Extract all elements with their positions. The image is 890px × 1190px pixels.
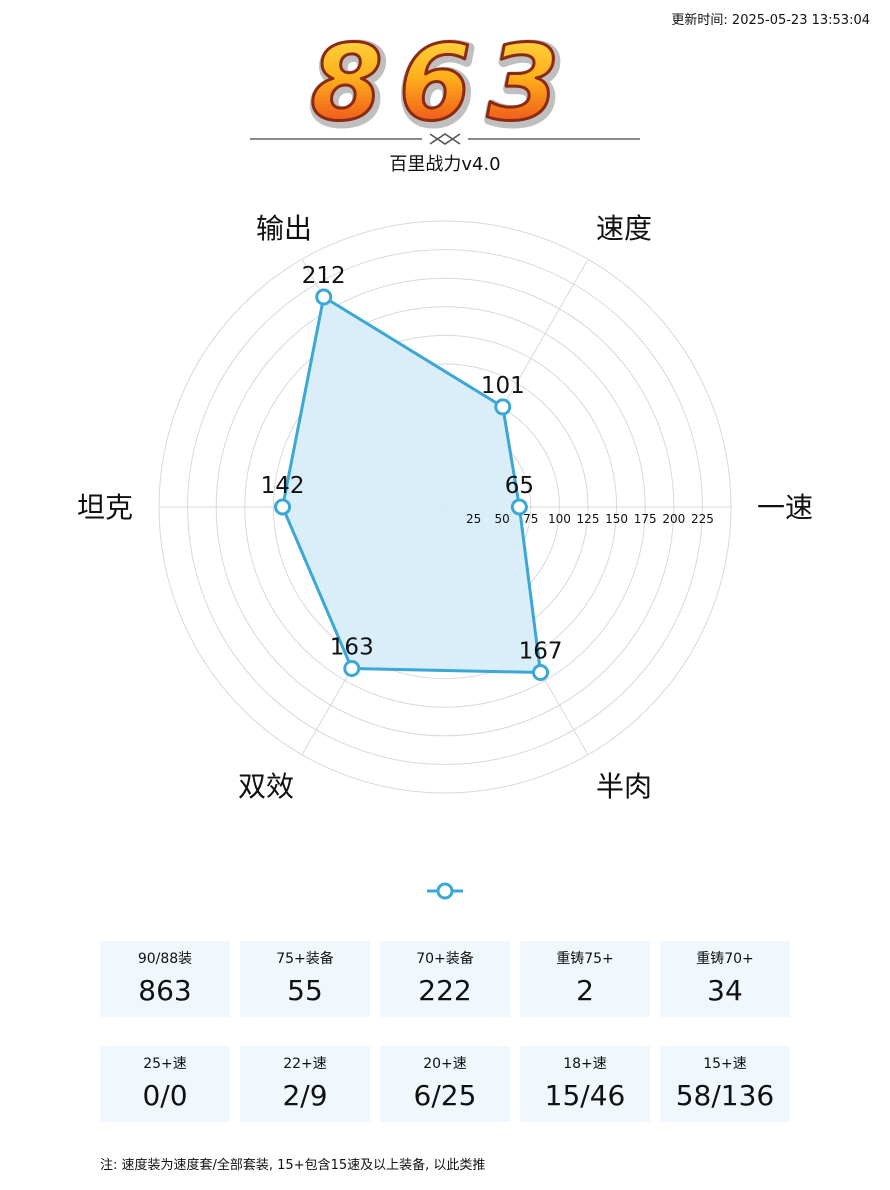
data-label: 65 <box>505 473 534 499</box>
axis-label: 输出 <box>256 212 312 245</box>
data-point <box>510 498 528 516</box>
stat-label: 重铸75+ <box>556 951 614 967</box>
page-subtitle: 百里战力v4.0 <box>389 154 501 175</box>
stat-label: 70+装备 <box>416 951 474 967</box>
stat-label: 90/88装 <box>137 951 193 967</box>
tick-label: 225 <box>691 512 714 526</box>
score-logo: 863 863 <box>0 22 890 137</box>
data-point <box>315 288 333 306</box>
stat-label: 20+速 <box>423 1056 467 1072</box>
stat-label: 18+速 <box>563 1056 607 1072</box>
stat-value: 222 <box>418 974 472 1007</box>
stats-row-speed: 25+速 0/0 22+速 2/9 20+速 6/25 18+速 15/46 1… <box>100 1046 790 1122</box>
stat-card: 90/88装 863 <box>100 941 230 1017</box>
data-label: 212 <box>302 263 346 289</box>
stat-card: 重铸70+ 34 <box>660 941 790 1017</box>
stat-value: 2/9 <box>282 1079 328 1112</box>
tick-label: 100 <box>548 512 571 526</box>
legend-marker <box>425 878 465 904</box>
update-time: 更新时间: 2025-05-23 13:53:04 <box>671 13 870 28</box>
stat-value: 863 <box>138 974 192 1007</box>
data-point <box>343 659 361 677</box>
tick-label: 75 <box>523 512 538 526</box>
data-label: 142 <box>261 473 305 499</box>
stat-label: 25+速 <box>143 1056 187 1072</box>
data-point <box>274 498 292 516</box>
stat-card: 18+速 15/46 <box>520 1046 650 1122</box>
stat-card: 22+速 2/9 <box>240 1046 370 1122</box>
stat-label: 75+装备 <box>276 951 334 967</box>
axis-label: 速度 <box>596 212 652 245</box>
data-label: 163 <box>330 634 374 660</box>
tick-label: 25 <box>466 512 481 526</box>
stat-value: 6/25 <box>413 1079 477 1112</box>
stat-label: 22+速 <box>283 1056 327 1072</box>
stats-row-equipment: 90/88装 863 75+装备 55 70+装备 222 重铸75+ 2 重铸… <box>100 941 790 1017</box>
stat-card: 25+速 0/0 <box>100 1046 230 1122</box>
stat-label: 15+速 <box>703 1056 747 1072</box>
data-point <box>494 398 512 416</box>
stat-value: 2 <box>576 974 594 1007</box>
tick-label: 125 <box>577 512 600 526</box>
stat-value: 34 <box>707 974 743 1007</box>
stat-card: 20+速 6/25 <box>380 1046 510 1122</box>
stat-label: 重铸70+ <box>696 951 754 967</box>
data-point <box>532 663 550 681</box>
stat-card: 70+装备 222 <box>380 941 510 1017</box>
stat-value: 58/136 <box>675 1079 775 1112</box>
stat-value: 55 <box>287 974 323 1007</box>
svg-text:863: 863 <box>312 25 577 137</box>
stat-value: 15/46 <box>544 1079 626 1112</box>
data-area <box>281 295 542 674</box>
axis-label: 一速 <box>757 491 813 524</box>
title-divider <box>250 128 640 150</box>
stat-card: 重铸75+ 2 <box>520 941 650 1017</box>
data-label: 167 <box>519 638 563 664</box>
tick-label: 50 <box>495 512 510 526</box>
stat-card: 15+速 58/136 <box>660 1046 790 1122</box>
tick-label: 175 <box>634 512 657 526</box>
stat-card: 75+装备 55 <box>240 941 370 1017</box>
axis-label: 坦克 <box>77 491 133 524</box>
stat-value: 0/0 <box>142 1079 188 1112</box>
tick-label: 150 <box>605 512 628 526</box>
score-value: 863 <box>310 22 575 137</box>
radar-chart: 25 50 75 100 125 150 175 200 225 65 101 212 142 163 16… <box>0 200 890 840</box>
axis-label: 半肉 <box>596 770 652 803</box>
footnote: 注: 速度装为速度套/全部套装, 15+包含15速及以上装备, 以此类推 <box>100 1158 486 1173</box>
tick-label: 200 <box>662 512 685 526</box>
data-label: 101 <box>481 373 525 399</box>
axis-label: 双效 <box>238 770 294 803</box>
